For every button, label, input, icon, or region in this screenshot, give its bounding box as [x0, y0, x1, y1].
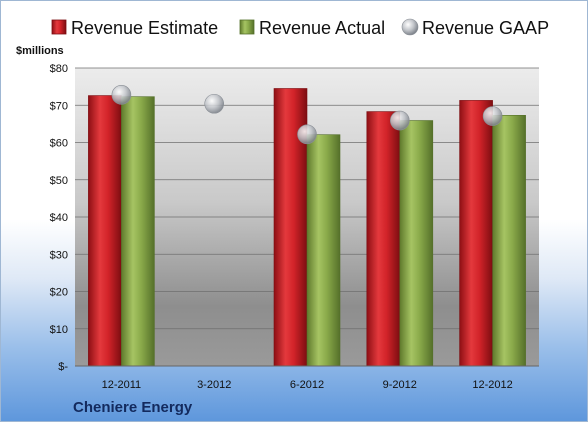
bar-revenue-actual	[399, 120, 434, 367]
x-tick-label: 12-2012	[472, 379, 512, 391]
y-tick-label: $10	[50, 324, 68, 336]
bar-revenue-estimate	[88, 95, 122, 367]
y-axis-unit-label: $millions	[16, 45, 64, 57]
x-tick-label: 6-2012	[290, 379, 324, 391]
legend: Revenue Estimate Revenue Actual Revenue …	[51, 18, 549, 38]
x-tick-label: 9-2012	[383, 379, 417, 391]
x-axis-ticks: 12-2011 3-2012 6-2012 9-2012 12-2012	[102, 379, 513, 391]
company-name: Cheniere Energy	[73, 399, 193, 416]
legend-label-gaap: Revenue GAAP	[422, 18, 549, 38]
legend-label-estimate: Revenue Estimate	[71, 18, 218, 38]
bar-revenue-actual	[306, 134, 341, 367]
y-axis-ticks: $- $10 $20 $30 $40 $50 $60 $70 $80	[50, 63, 69, 373]
marker-revenue-gaap	[297, 124, 317, 145]
y-tick-label: $40	[50, 212, 68, 224]
gaap-markers	[111, 85, 503, 145]
y-tick-label: $30	[50, 249, 68, 261]
legend-swatch-estimate	[51, 19, 67, 35]
x-tick-label: 3-2012	[197, 379, 231, 391]
bar-revenue-actual	[492, 115, 526, 367]
y-tick-label: $-	[58, 361, 68, 373]
y-tick-label: $70	[50, 100, 68, 112]
marker-revenue-gaap	[204, 93, 224, 114]
legend-label-actual: Revenue Actual	[259, 18, 385, 38]
marker-revenue-gaap	[482, 106, 503, 126]
bar-revenue-actual	[121, 96, 155, 367]
x-tick-label: 12-2011	[102, 379, 142, 391]
marker-revenue-gaap	[111, 85, 132, 105]
bar-revenue-estimate	[459, 100, 493, 367]
y-tick-label: $60	[50, 138, 68, 150]
y-tick-label: $80	[50, 63, 68, 75]
legend-swatch-actual	[239, 19, 255, 35]
legend-swatch-gaap	[401, 18, 419, 36]
bar-revenue-estimate	[366, 111, 401, 367]
marker-revenue-gaap	[389, 110, 410, 131]
y-tick-label: $50	[50, 175, 68, 187]
bars	[88, 88, 526, 367]
y-tick-label: $20	[50, 287, 68, 299]
